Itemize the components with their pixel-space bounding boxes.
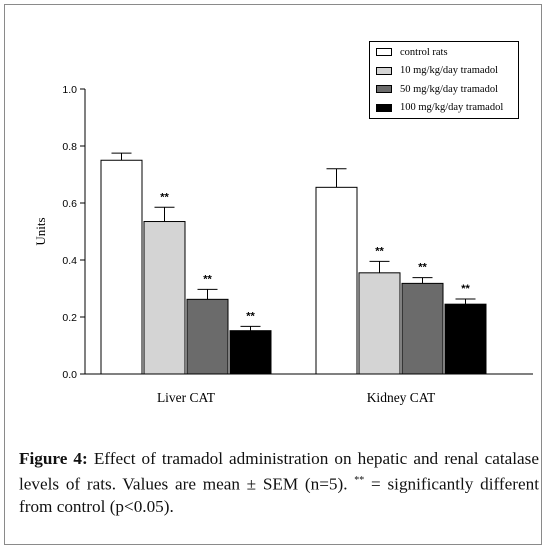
legend-swatch [376,103,392,112]
legend-swatch [376,66,392,75]
significance-label: ** [375,245,384,257]
bar [100,159,143,375]
bar [229,330,272,375]
bar [315,186,358,375]
significance-label: ** [203,273,212,285]
figure-frame: 0.0 0.2 0.4 0.6 0.8 1.0 Units ** ** ** Liver CAT **… [4,4,542,545]
significance-label: ** [160,191,169,203]
bar [186,298,229,375]
legend-label: 50 mg/kg/day tramadol [400,83,498,95]
chart-legend: control rats 10 mg/kg/day tramadol 50 mg/k… [369,41,519,119]
legend-entry: 50 mg/kg/day tramadol [376,83,498,95]
y-tick-label: 0.6 [62,198,77,210]
category-label: Kidney CAT [367,390,436,405]
legend-label: 10 mg/kg/day tramadol [400,65,498,76]
significance-text: = significantly different from control (… [19,474,539,516]
bar [401,282,444,375]
category-label: Liver CAT [157,390,216,405]
figure-label: Figure 4: [19,449,88,468]
legend-label: 100 mg/kg/day tramadol [400,102,504,113]
y-tick-label: 1.0 [62,84,77,96]
y-tick-label: 0.4 [62,255,77,267]
y-tick-label: 0.0 [62,369,77,381]
figure-caption: Figure 4: Effect of tramadol administrat… [19,448,539,518]
significance-marker: ** [354,475,365,486]
significance-label: ** [461,283,470,295]
y-tick-label: 0.2 [62,312,77,324]
bar-chart: 0.0 0.2 0.4 0.6 0.8 1.0 Units ** ** ** Liver CAT **… [33,84,533,405]
significance-label: ** [418,262,427,274]
bar [143,221,186,375]
bar [444,303,487,375]
y-tick-label: 0.8 [62,141,77,153]
legend-label: control rats [400,46,448,58]
y-axis-label: Units [33,217,48,245]
caption-text: Effect of tramadol administration on hep… [19,449,539,494]
legend-entry: 100 mg/kg/day tramadol [376,102,503,114]
bar [358,272,401,375]
legend-swatch [376,85,392,93]
legend-entry: control rats [376,46,448,58]
legend-entry: 10 mg/kg/day tramadol [376,65,498,77]
legend-swatch [376,48,392,56]
significance-label: ** [246,310,255,322]
